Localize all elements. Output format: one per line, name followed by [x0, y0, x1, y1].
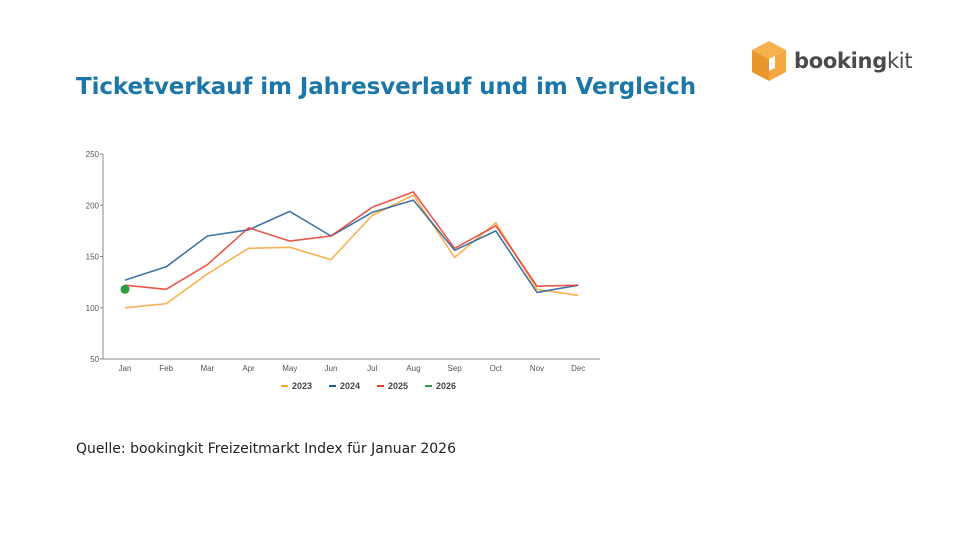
series-line-2025	[124, 191, 579, 291]
x-tick-label: Jan	[119, 364, 132, 373]
x-tick-label: Jul	[367, 364, 377, 373]
legend-label-2023: 2023	[292, 381, 312, 391]
x-tick-label: Mar	[201, 364, 215, 373]
line-chart: 50 100 150 200 250 Jan Feb Mar Apr May Jun Jul Aug S…	[86, 150, 600, 391]
logo-text-booking: booking	[794, 49, 887, 73]
source-note: Quelle: bookingkit Freizeitmarkt Index f…	[76, 441, 456, 457]
x-tick-label: Dec	[571, 364, 585, 373]
logo-wordmark: bookingkit	[794, 49, 913, 73]
series-layer	[120, 191, 579, 309]
data-point-2026	[120, 284, 130, 294]
y-tick-label: 250	[86, 150, 100, 159]
x-tick-label: Oct	[490, 364, 503, 373]
page-title: Ticketverkauf im Jahresverlauf und im Ve…	[76, 74, 696, 100]
x-tick-label: Apr	[242, 364, 255, 373]
series-line-2024	[124, 199, 579, 294]
legend-label-2026: 2026	[436, 381, 456, 391]
series-line-2023	[124, 194, 579, 309]
bookingkit-logo: bookingkit	[750, 40, 913, 82]
x-tick-label: Sep	[447, 364, 462, 373]
x-tick-label: Aug	[406, 364, 420, 373]
y-tick-label: 100	[86, 304, 100, 313]
x-axis: Jan Feb Mar Apr May Jun Jul Aug Sep Oct Nov Dec	[103, 358, 600, 373]
legend-label-2025: 2025	[388, 381, 408, 391]
y-tick-label: 200	[86, 201, 100, 210]
y-tick-label: 50	[90, 355, 99, 364]
chart-legend: 2023 2024 2025 2026	[281, 381, 456, 391]
x-tick-label: May	[282, 364, 297, 373]
logo-text-kit: kit	[886, 49, 913, 73]
x-tick-label: Nov	[530, 364, 544, 373]
legend-label-2024: 2024	[340, 381, 360, 391]
y-axis: 50 100 150 200 250	[86, 150, 104, 364]
x-tick-label: Jun	[325, 364, 338, 373]
box-icon	[752, 41, 786, 81]
x-tick-label: Feb	[159, 364, 173, 373]
y-tick-label: 150	[86, 253, 100, 262]
